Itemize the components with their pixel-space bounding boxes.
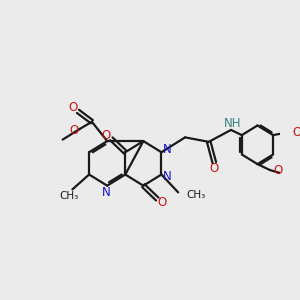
Text: O: O	[68, 101, 78, 114]
Text: O: O	[292, 126, 300, 139]
Text: O: O	[274, 164, 283, 177]
Text: O: O	[158, 196, 167, 208]
Text: NH: NH	[224, 118, 241, 130]
Text: N: N	[163, 169, 172, 182]
Text: CH₃: CH₃	[187, 190, 206, 200]
Text: O: O	[102, 129, 111, 142]
Text: CH₃: CH₃	[59, 191, 79, 201]
Text: N: N	[101, 186, 110, 199]
Text: O: O	[210, 162, 219, 175]
Text: N: N	[163, 143, 172, 156]
Text: O: O	[70, 124, 79, 137]
